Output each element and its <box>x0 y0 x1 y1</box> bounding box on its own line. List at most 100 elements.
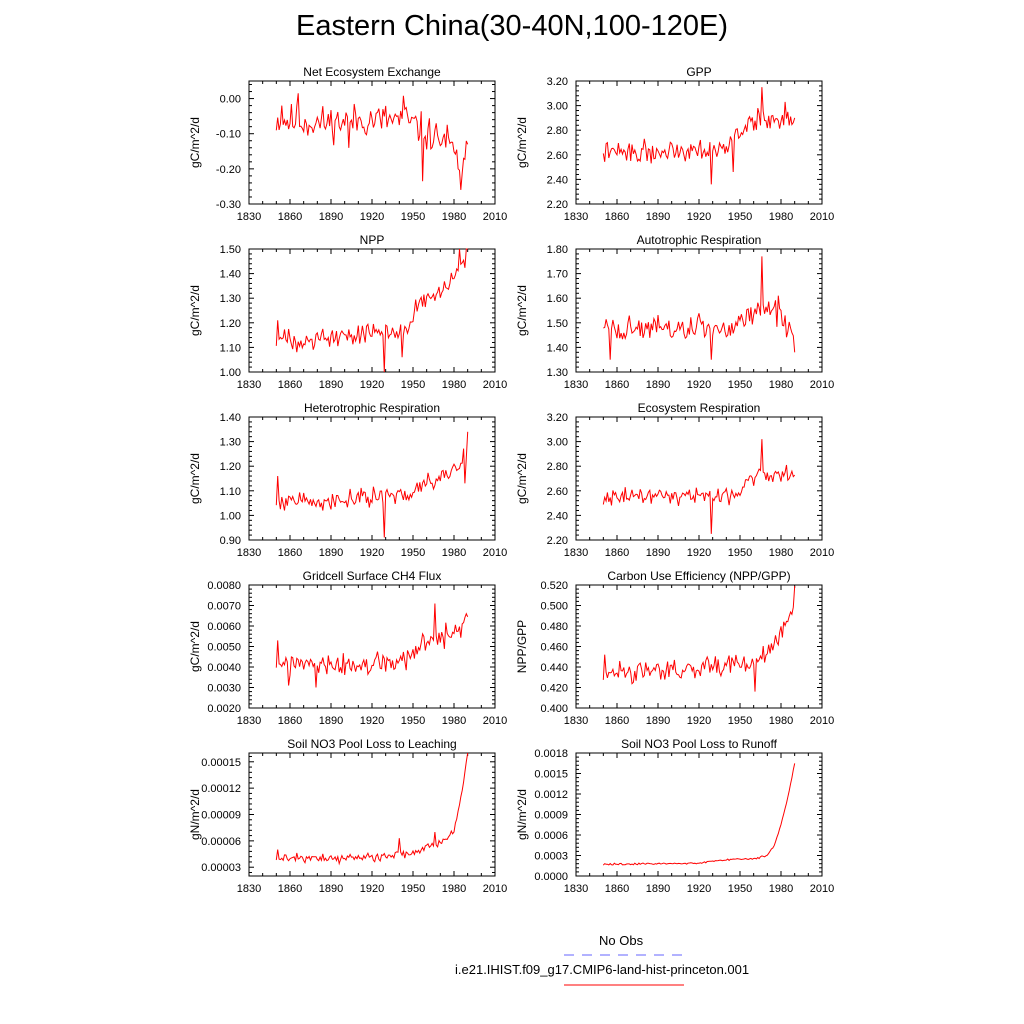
x-tick-label: 1830 <box>564 715 588 727</box>
x-tick-label: 1890 <box>646 715 670 727</box>
y-tick-label: 0.00 <box>220 94 241 106</box>
x-tick-label: 1860 <box>605 379 629 391</box>
x-tick-label: 1980 <box>769 883 793 895</box>
x-tick-label: 1860 <box>605 883 629 895</box>
x-tick-label: 1830 <box>237 547 261 559</box>
y-tick-label: 2.20 <box>547 199 568 211</box>
x-tick-label: 2010 <box>810 211 834 223</box>
panel-title: Soil NO3 Pool Loss to Leaching <box>287 737 456 751</box>
y-tick-label: 1.20 <box>220 461 241 473</box>
plot-frame <box>575 80 823 205</box>
x-tick-label: 1830 <box>237 379 261 391</box>
x-tick-label: 1920 <box>687 715 711 727</box>
figure-title: Eastern China(30-40N,100-120E) <box>295 10 729 42</box>
x-tick-label: 1890 <box>646 211 670 223</box>
panel-title: NPP <box>360 233 385 247</box>
panel-title: Carbon Use Efficiency (NPP/GPP) <box>607 569 790 583</box>
plot-frame <box>248 584 496 709</box>
x-tick-label: 1860 <box>278 211 302 223</box>
y-tick-label: 3.00 <box>547 101 568 113</box>
x-tick-label: 1890 <box>319 547 343 559</box>
x-tick-label: 1950 <box>401 547 425 559</box>
chart-panel-9: Soil NO3 Pool Loss to Leaching 1830 1860 18… <box>188 737 507 895</box>
y-tick-label: 0.460 <box>540 642 568 654</box>
series-line <box>275 93 469 190</box>
x-tick-label: 1920 <box>687 211 711 223</box>
series-line <box>602 763 796 866</box>
x-tick-label: 1860 <box>278 379 302 391</box>
x-tick-label: 1920 <box>360 547 384 559</box>
x-tick-label: 2010 <box>810 715 834 727</box>
chart-panel-4: Autotrophic Respiration 1830 1860 1890 1920 1… <box>515 233 834 391</box>
y-tick-label: 0.0006 <box>534 830 568 842</box>
series-line <box>275 431 469 538</box>
x-tick-label: 2010 <box>483 547 507 559</box>
panel-title: Autotrophic Respiration <box>637 233 762 247</box>
y-axis-label: gC/m^2/d <box>188 117 202 168</box>
y-tick-label: 2.60 <box>547 150 568 162</box>
x-tick-label: 1920 <box>360 211 384 223</box>
y-tick-label: 1.70 <box>547 269 568 281</box>
x-tick-label: 2010 <box>483 715 507 727</box>
y-tick-label: 1.30 <box>220 437 241 449</box>
y-tick-label: 0.0080 <box>207 580 241 592</box>
x-tick-label: 1950 <box>728 715 752 727</box>
x-tick-label: 1860 <box>278 883 302 895</box>
y-tick-label: 0.500 <box>540 601 568 613</box>
series-line <box>275 752 469 866</box>
x-tick-label: 2010 <box>483 211 507 223</box>
y-tick-label: 2.40 <box>547 174 568 186</box>
x-tick-label: 1830 <box>564 379 588 391</box>
y-axis-label: gC/m^2/d <box>515 453 529 504</box>
x-tick-label: 1830 <box>564 547 588 559</box>
x-tick-label: 1950 <box>401 211 425 223</box>
y-tick-label: 3.20 <box>547 412 568 424</box>
y-tick-label: 1.10 <box>220 342 241 354</box>
y-tick-label: 2.20 <box>547 535 568 547</box>
x-tick-label: 1830 <box>237 715 261 727</box>
x-tick-label: 1830 <box>564 211 588 223</box>
y-tick-label: 0.0060 <box>207 621 241 633</box>
y-tick-label: 0.00012 <box>201 783 241 795</box>
x-tick-label: 1950 <box>728 547 752 559</box>
plot-frame <box>248 416 496 541</box>
y-tick-label: -0.10 <box>216 129 241 141</box>
x-tick-label: 1890 <box>319 715 343 727</box>
x-tick-label: 1980 <box>769 379 793 391</box>
y-tick-label: 0.420 <box>540 683 568 695</box>
series-line <box>603 256 796 360</box>
x-tick-label: 1890 <box>646 547 670 559</box>
y-tick-label: 0.0070 <box>207 601 241 613</box>
y-tick-label: 2.40 <box>547 510 568 522</box>
x-tick-label: 2010 <box>810 883 834 895</box>
y-axis-label: gC/m^2/d <box>188 453 202 504</box>
panel-title: Gridcell Surface CH4 Flux <box>303 569 442 583</box>
y-tick-label: 1.40 <box>220 412 241 424</box>
y-tick-label: 1.30 <box>547 367 568 379</box>
x-tick-label: 1950 <box>728 379 752 391</box>
y-axis-label: gC/m^2/d <box>515 285 529 336</box>
plot-frame <box>248 80 496 205</box>
y-tick-label: 0.0009 <box>534 810 568 822</box>
y-tick-label: 1.10 <box>220 486 241 498</box>
x-tick-label: 1890 <box>319 883 343 895</box>
y-axis-label: gC/m^2/d <box>188 285 202 336</box>
y-tick-label: 0.0050 <box>207 642 241 654</box>
x-tick-label: 2010 <box>810 547 834 559</box>
x-tick-label: 1920 <box>687 379 711 391</box>
series-line <box>602 87 796 185</box>
y-tick-label: 3.00 <box>547 437 568 449</box>
y-tick-label: 1.40 <box>220 269 241 281</box>
panel-title: Heterotrophic Respiration <box>304 401 440 415</box>
y-tick-label: 0.00006 <box>201 836 241 848</box>
y-tick-label: 3.20 <box>547 76 568 88</box>
y-tick-label: 0.0015 <box>534 769 568 781</box>
y-tick-label: 0.0000 <box>534 871 568 883</box>
x-tick-label: 1890 <box>319 211 343 223</box>
x-tick-label: 1950 <box>401 379 425 391</box>
y-axis-label: gN/m^2/d <box>515 789 529 840</box>
y-tick-label: 1.50 <box>547 318 568 330</box>
y-tick-label: 0.480 <box>540 621 568 633</box>
y-tick-label: 0.440 <box>540 662 568 674</box>
